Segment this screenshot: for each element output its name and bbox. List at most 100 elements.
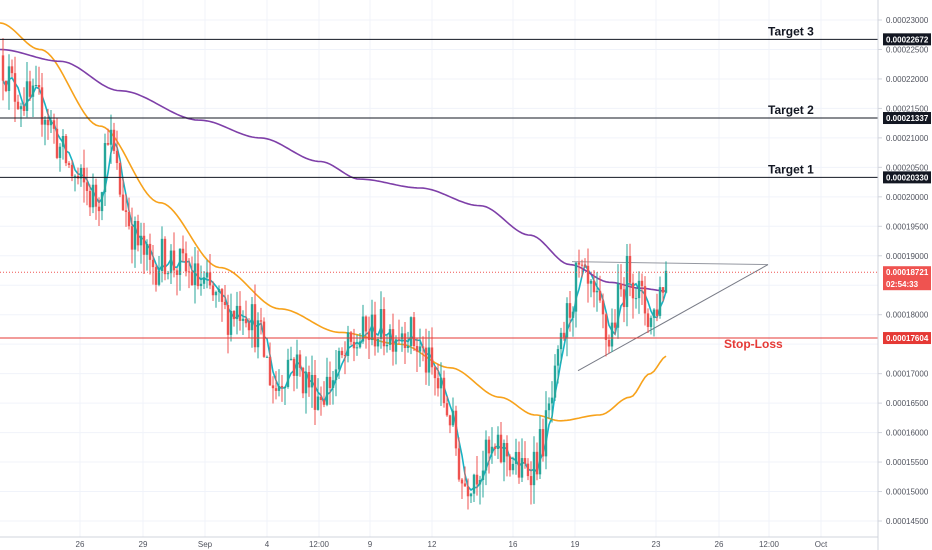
candle[interactable] <box>295 354 299 376</box>
candle[interactable] <box>43 119 47 125</box>
candle[interactable] <box>172 250 176 271</box>
candle[interactable] <box>586 265 590 284</box>
candle[interactable] <box>520 458 524 478</box>
candle[interactable] <box>97 206 101 212</box>
candle[interactable] <box>577 262 581 265</box>
candle[interactable] <box>526 463 530 477</box>
candle[interactable] <box>355 347 359 349</box>
candle[interactable] <box>106 143 110 145</box>
candle[interactable] <box>358 341 362 348</box>
candle[interactable] <box>391 329 395 352</box>
candle[interactable] <box>643 286 647 314</box>
candle[interactable] <box>70 164 74 177</box>
candle[interactable] <box>640 280 644 287</box>
candle[interactable] <box>607 339 611 347</box>
candle[interactable] <box>490 446 494 454</box>
candle[interactable] <box>88 190 92 208</box>
candle[interactable] <box>202 277 206 284</box>
candle[interactable] <box>619 283 623 290</box>
candle[interactable] <box>49 120 53 126</box>
candle[interactable] <box>52 120 56 129</box>
candle[interactable] <box>415 346 419 352</box>
candle[interactable] <box>205 272 209 278</box>
candle[interactable] <box>310 374 314 388</box>
candle[interactable] <box>628 255 632 283</box>
candle[interactable] <box>343 355 347 357</box>
candle[interactable] <box>199 283 203 287</box>
candle[interactable] <box>589 280 593 284</box>
candle[interactable] <box>292 358 296 376</box>
candle[interactable] <box>298 354 302 368</box>
candle[interactable] <box>508 456 512 471</box>
candle[interactable] <box>652 309 656 318</box>
candle[interactable] <box>247 323 251 331</box>
candle[interactable] <box>409 317 413 346</box>
candle[interactable] <box>328 376 332 389</box>
triangle-lower-line[interactable] <box>577 264 769 372</box>
candle[interactable] <box>562 332 566 338</box>
candle[interactable] <box>256 320 260 348</box>
candle[interactable] <box>535 451 539 475</box>
candle[interactable] <box>361 316 365 342</box>
candle[interactable] <box>568 303 572 318</box>
candle[interactable] <box>34 85 38 87</box>
candle[interactable] <box>289 358 293 360</box>
candle[interactable] <box>253 304 257 348</box>
candle[interactable] <box>496 434 500 450</box>
candle[interactable] <box>598 290 602 301</box>
candle[interactable] <box>19 106 23 110</box>
candle[interactable] <box>250 304 254 331</box>
candle[interactable] <box>616 283 620 328</box>
candle[interactable] <box>370 314 374 340</box>
candle[interactable] <box>262 321 266 357</box>
candle[interactable] <box>46 119 50 126</box>
candle[interactable] <box>460 479 464 484</box>
candle[interactable] <box>112 129 116 151</box>
candle[interactable] <box>55 128 59 158</box>
candle[interactable] <box>502 442 506 463</box>
candle[interactable] <box>85 182 89 191</box>
candle[interactable] <box>481 470 485 481</box>
candle[interactable] <box>445 403 449 416</box>
candle[interactable] <box>340 350 344 356</box>
candle[interactable] <box>661 287 665 293</box>
candle[interactable] <box>367 331 371 340</box>
candle[interactable] <box>571 311 575 318</box>
candle[interactable] <box>421 346 425 348</box>
candle[interactable] <box>82 167 86 183</box>
candle[interactable] <box>538 429 542 475</box>
candle[interactable] <box>133 221 137 250</box>
candle[interactable] <box>58 146 62 158</box>
candle[interactable] <box>241 318 245 321</box>
candle[interactable] <box>412 317 416 347</box>
candle[interactable] <box>268 356 272 386</box>
candle[interactable] <box>397 339 401 341</box>
candle[interactable] <box>109 129 113 145</box>
candle[interactable] <box>646 313 650 327</box>
candle[interactable] <box>430 347 434 368</box>
candle[interactable] <box>229 311 233 335</box>
candle[interactable] <box>238 305 242 321</box>
candle[interactable] <box>349 332 353 342</box>
candle[interactable] <box>274 388 278 391</box>
candle[interactable] <box>523 458 527 464</box>
candle[interactable] <box>40 87 44 125</box>
candle[interactable] <box>265 356 269 358</box>
triangle-upper-line[interactable] <box>571 261 769 266</box>
candle[interactable] <box>100 192 104 212</box>
candle[interactable] <box>217 289 221 292</box>
candle[interactable] <box>331 380 335 389</box>
candle[interactable] <box>13 73 17 102</box>
candle[interactable] <box>499 434 503 463</box>
candle[interactable] <box>16 101 20 110</box>
candle[interactable] <box>94 184 98 207</box>
candle[interactable] <box>271 385 275 389</box>
candle[interactable] <box>181 248 185 254</box>
candle[interactable] <box>565 303 569 338</box>
candle[interactable] <box>220 289 224 302</box>
candle[interactable] <box>631 282 635 299</box>
candle[interactable] <box>157 271 161 285</box>
candle[interactable] <box>382 309 386 347</box>
candle[interactable] <box>544 410 548 457</box>
candle[interactable] <box>136 221 140 246</box>
